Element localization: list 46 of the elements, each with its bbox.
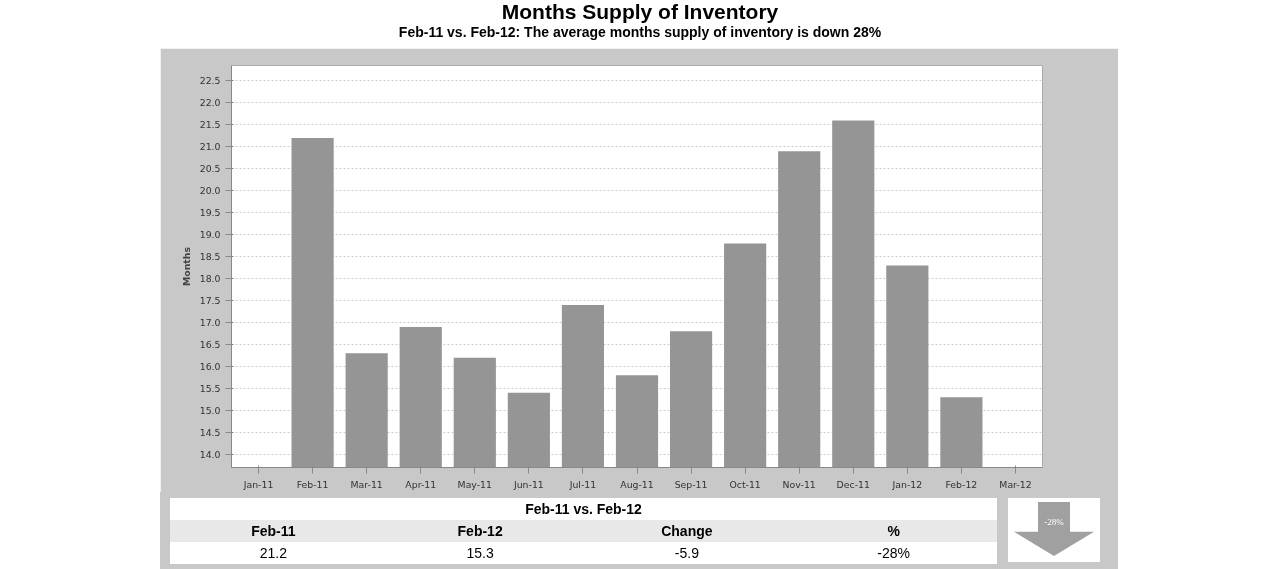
x-tick-label: Dec-11 xyxy=(836,478,870,490)
text: Change xyxy=(660,522,714,541)
y-tick-label: 14.0 xyxy=(199,448,221,460)
y-tick-label: 17.5 xyxy=(199,295,221,307)
x-tick-label: Sep-11 xyxy=(674,478,708,490)
x-tick-label: Mar-11 xyxy=(350,478,383,490)
y-tick-label: 19.5 xyxy=(199,207,221,219)
text: 21.2 xyxy=(258,544,288,563)
x-tick-label: May-11 xyxy=(457,478,493,490)
x-tick-label: Jul-11 xyxy=(568,478,597,490)
x-tick-label: Mar-12 xyxy=(999,478,1032,490)
y-tick-label: 18.5 xyxy=(199,251,221,263)
x-tick-label: Feb-12 xyxy=(945,478,978,490)
text: 15.3 xyxy=(465,544,495,563)
x-tick-label: Jan-12 xyxy=(891,478,923,490)
chart-title: Months Supply of Inventory xyxy=(500,0,780,25)
y-tick-label: 17.0 xyxy=(199,317,221,329)
y-axis-title: Months xyxy=(180,246,192,286)
x-tick-label: Jun-11 xyxy=(512,478,544,490)
y-tick-label: 15.0 xyxy=(199,404,221,416)
x-tick-label: Oct-11 xyxy=(729,478,761,490)
text: Feb-11 vs. Feb-12 xyxy=(170,498,997,520)
y-tick-label: 14.5 xyxy=(199,426,221,438)
y-tick-label: 20.0 xyxy=(199,185,221,197)
y-tick-label: 22.0 xyxy=(199,97,221,109)
text: % xyxy=(886,522,901,541)
text: Feb-12 xyxy=(456,522,504,541)
y-tick-label: 16.5 xyxy=(199,338,221,350)
text: -28% xyxy=(1043,516,1065,529)
y-tick-label: 21.5 xyxy=(199,119,221,131)
x-tick-label: Nov-11 xyxy=(782,478,816,490)
text: -5.9 xyxy=(673,544,700,563)
chart-subtitle: Feb-11 vs. Feb-12: The average months supply of inventory is down 28% xyxy=(397,24,883,41)
x-tick-label: Feb-11 xyxy=(296,478,329,490)
x-tick-label: Aug-11 xyxy=(620,478,654,490)
text: -28% xyxy=(876,544,911,563)
x-tick-label: Apr-11 xyxy=(405,478,437,490)
y-tick-label: 22.5 xyxy=(199,75,221,87)
y-tick-label: 21.0 xyxy=(199,141,221,153)
x-tick-label: Jan-11 xyxy=(242,478,274,490)
y-tick-label: 20.5 xyxy=(199,163,221,175)
y-tick-label: 15.5 xyxy=(199,382,221,394)
y-tick-label: 18.0 xyxy=(199,273,221,285)
y-tick-label: 16.0 xyxy=(199,360,221,372)
text: Feb-11 xyxy=(250,522,297,541)
y-tick-label: 19.0 xyxy=(199,229,221,241)
